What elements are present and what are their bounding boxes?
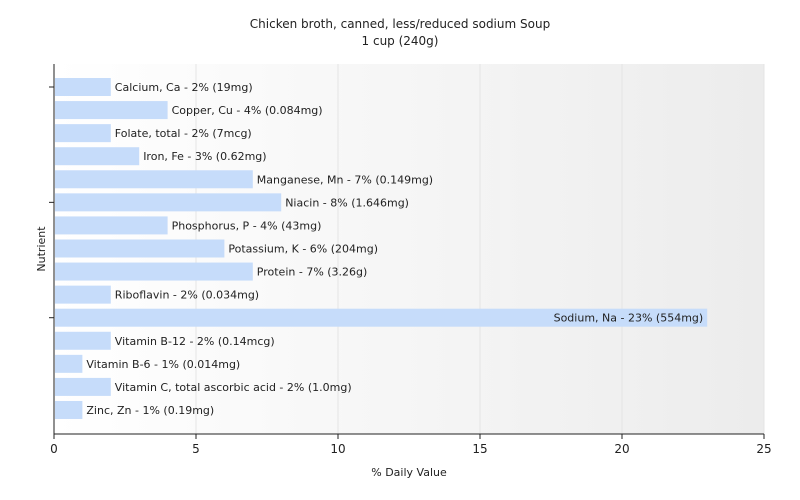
bar-data-label: Vitamin B-12 - 2% (0.14mcg) [115,335,275,348]
bar-labels: Calcium, Ca - 2% (19mg) Copper, Cu - 4% (… [86,81,703,417]
x-tick-label: 5 [192,442,200,456]
x-axis-label: % Daily Value [371,466,447,479]
x-tick-label: 10 [330,442,345,456]
x-tick-label: 0 [50,442,58,456]
y-axis-ticks [49,86,54,319]
gridlines [195,64,765,434]
x-tick-label: 25 [756,442,771,456]
bar-data-label: Potassium, K - 6% (204mg) [228,242,378,255]
bar-data-label: Zinc, Zn - 1% (0.19mg) [86,404,214,417]
bar-data-label: Iron, Fe - 3% (0.62mg) [143,150,266,163]
bar-data-label: Copper, Cu - 4% (0.084mg) [172,104,323,117]
bar [55,216,168,235]
bars [55,78,708,419]
bar-data-label: Vitamin B-6 - 1% (0.014mg) [86,358,240,371]
bar-data-label: Folate, total - 2% (7mcg) [115,127,252,140]
bar [55,377,111,396]
bar [55,124,111,143]
bar-data-label: Riboflavin - 2% (0.034mg) [115,289,259,302]
bar [55,170,253,189]
chart-title: Chicken broth, canned, less/reduced sodi… [250,17,550,31]
bar [55,354,83,373]
bar [55,285,111,304]
bar-data-label: Phosphorus, P - 4% (43mg) [172,219,322,232]
bar [55,147,140,166]
bar [55,308,708,327]
x-tick-label: 20 [614,442,629,456]
bar [55,78,111,96]
bar [55,262,253,281]
bar [55,239,225,258]
bar [55,101,168,120]
x-axis-ticks: 0 5 10 15 20 25 [50,434,772,456]
bar-data-label: Niacin - 8% (1.646mg) [285,196,409,209]
bar-data-label: Calcium, Ca - 2% (19mg) [115,81,253,94]
axes [53,64,764,435]
bar-data-label: Vitamin C, total ascorbic acid - 2% (1.0… [115,381,352,394]
bar-data-label: Protein - 7% (3.26g) [257,266,368,279]
x-tick-label: 15 [472,442,487,456]
bar [55,193,282,212]
bar-data-label: Manganese, Mn - 7% (0.149mg) [257,173,433,186]
y-axis-label: Nutrient [35,226,48,272]
chart-subtitle: 1 cup (240g) [362,34,439,48]
bar [55,331,111,350]
bar [55,400,83,419]
bar-data-label: Sodium, Na - 23% (554mg) [554,312,704,325]
